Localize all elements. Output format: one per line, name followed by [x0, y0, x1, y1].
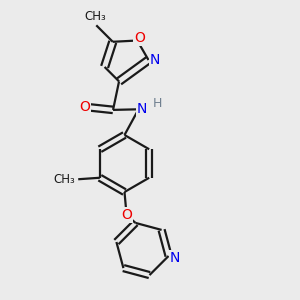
Text: O: O: [79, 100, 90, 115]
Text: O: O: [121, 208, 132, 222]
Text: N: N: [170, 251, 180, 266]
Text: N: N: [150, 53, 160, 67]
Text: H: H: [153, 97, 162, 110]
Text: CH₃: CH₃: [84, 10, 106, 23]
Text: CH₃: CH₃: [53, 173, 75, 186]
Text: N: N: [137, 102, 147, 116]
Text: O: O: [134, 31, 145, 44]
